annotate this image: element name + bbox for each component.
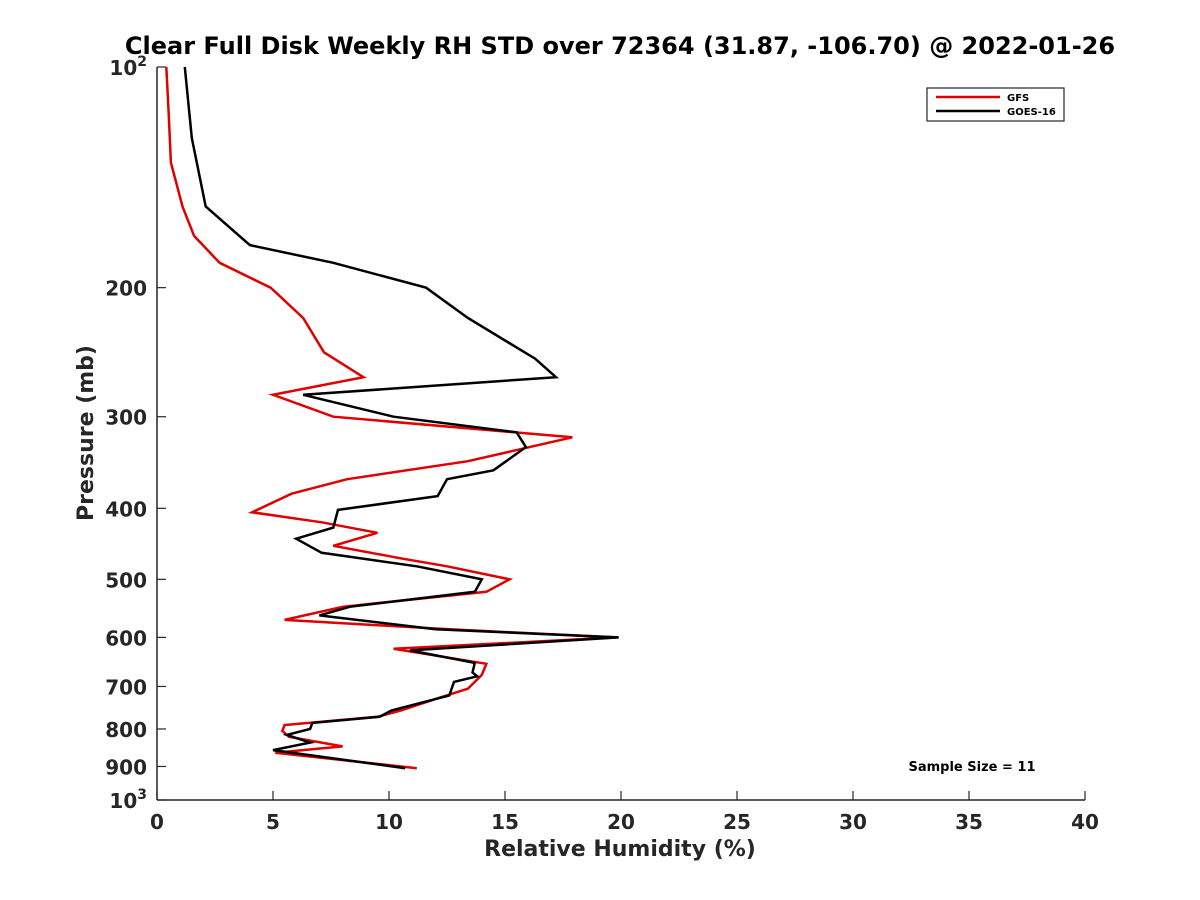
x-tick-label: 20 [607, 810, 635, 834]
legend-box [926, 87, 1065, 122]
x-tick-label: 5 [266, 810, 280, 834]
x-axis: 0 5 10 15 20 25 30 35 40 [150, 791, 1099, 834]
y-tick-label: 900 [105, 755, 147, 779]
x-tick-label: 25 [723, 810, 751, 834]
chart-title: Clear Full Disk Weekly RH STD over 72364… [125, 32, 1115, 60]
x-tick-label: 35 [955, 810, 983, 834]
x-tick-label: 15 [491, 810, 519, 834]
annotations: Sample Size = 11 [908, 760, 1035, 775]
series-line-gfs [165, 66, 617, 770]
y-tick-label: 400 [105, 497, 147, 521]
legend: GFS GOES-16 [926, 87, 1065, 122]
x-tick-label: 40 [1071, 810, 1099, 834]
x-axis-label: Relative Humidity (%) [484, 837, 756, 862]
y-axis-label: Pressure (mb) [74, 345, 99, 521]
y-tick-label: 500 [105, 568, 147, 592]
y-tick-label: 700 [105, 675, 147, 699]
legend-label: GFS [1007, 93, 1029, 104]
sample-size-annotation: Sample Size = 11 [908, 760, 1035, 775]
y-tick-label: 103 [109, 787, 147, 813]
y-tick-label: 800 [105, 718, 147, 742]
series-line-goes-16 [183, 66, 619, 770]
legend-label: GOES-16 [1007, 107, 1056, 118]
x-tick-label: 10 [375, 810, 403, 834]
series-group [165, 66, 619, 770]
y-tick-label: 300 [105, 406, 147, 430]
x-tick-label: 0 [150, 810, 164, 834]
x-tick-label: 30 [839, 810, 867, 834]
y-tick-label: 102 [109, 54, 147, 80]
y-tick-label: 600 [105, 626, 147, 650]
y-axis: 102 200 300 400 500 600 700 800 900 103 [105, 54, 166, 813]
y-tick-label: 200 [105, 277, 147, 301]
